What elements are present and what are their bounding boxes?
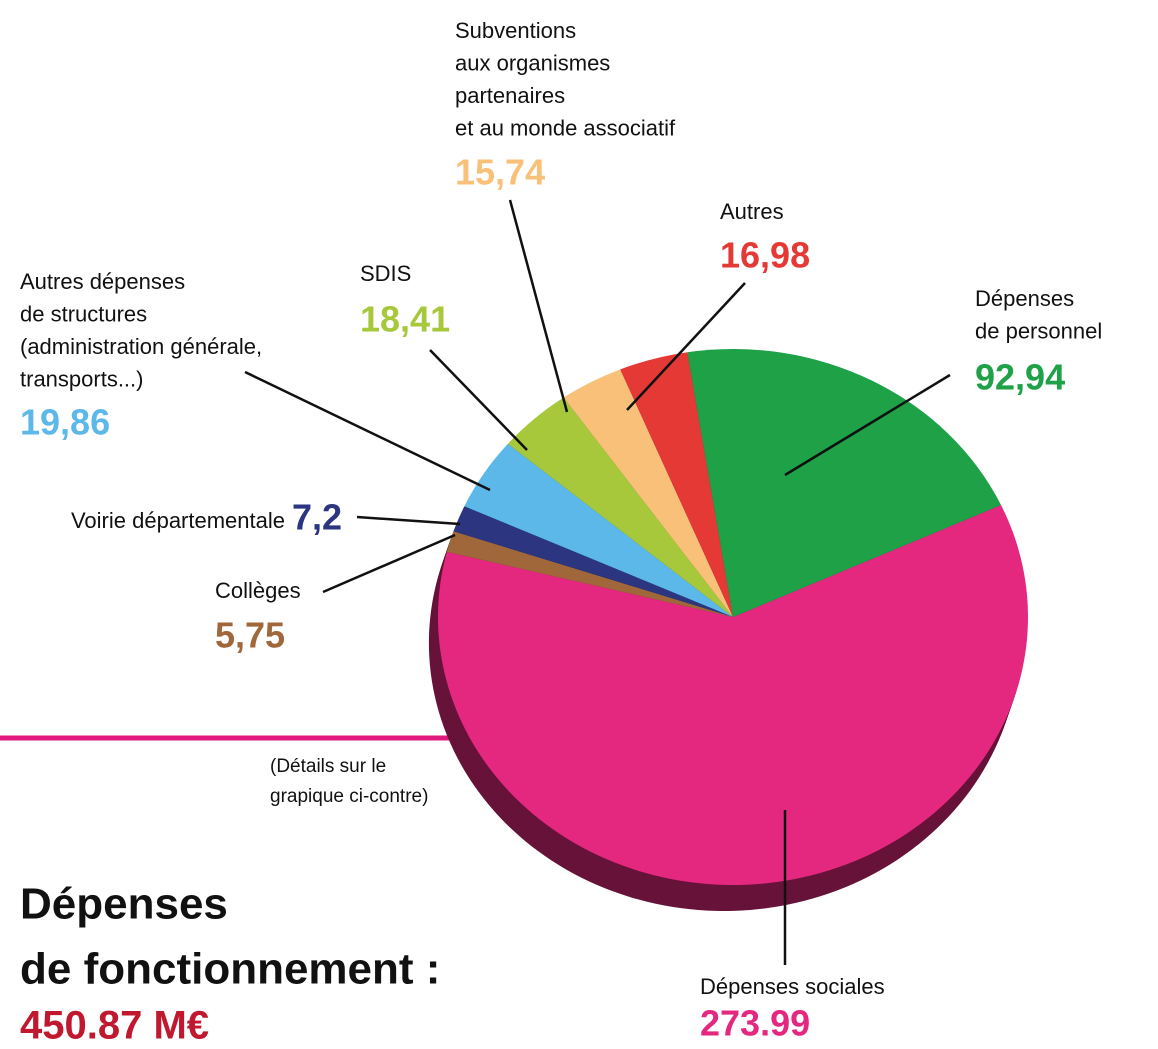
slice [507, 397, 733, 617]
leader-line [356, 515, 461, 526]
value-label: 92,94 [975, 357, 1065, 398]
value-label: 7,2 [292, 497, 342, 538]
value-label: 18,41 [360, 299, 450, 340]
slice-label: Autres dépenses [20, 269, 185, 294]
slice-label: Voirie départementale [71, 508, 285, 533]
value-label: 5,75 [215, 615, 285, 656]
leader-line [429, 349, 528, 451]
slice [453, 506, 733, 617]
slice-label: de structures [20, 301, 147, 326]
slice-label: SDIS [360, 261, 411, 286]
slice-label: transports...) [20, 366, 143, 391]
value-label: 16,98 [720, 235, 810, 276]
slice-label: Subventions [455, 18, 576, 43]
slice [687, 349, 1002, 617]
leader-line [244, 370, 491, 492]
chart-title: de fonctionnement : [20, 945, 440, 994]
leader-line [322, 533, 456, 594]
slice-label: Autres [720, 199, 784, 224]
slice-label: et au monde associatif [455, 115, 676, 140]
slice [563, 369, 733, 617]
slice-label: (administration générale, [20, 334, 262, 359]
leader-line [508, 199, 569, 413]
slice-label: Collèges [215, 578, 301, 603]
chart-title: Dépenses [20, 880, 228, 929]
slice-label: Dépenses sociales [700, 974, 885, 999]
slice [438, 505, 1028, 885]
note: grapique ci-contre) [270, 786, 428, 807]
value-label: 15,74 [455, 152, 545, 193]
slice [620, 352, 733, 617]
leader-line [626, 282, 746, 411]
slice-label: partenaires [455, 83, 565, 108]
slice-label: aux organismes [455, 50, 610, 75]
value-label: 273.99 [700, 1003, 810, 1044]
note: (Détails sur le [270, 756, 386, 777]
slice [446, 531, 733, 617]
slice-label: de personnel [975, 318, 1102, 343]
leader-line [784, 373, 951, 477]
total: 450.87 M€ [20, 1004, 209, 1048]
value-label: 19,86 [20, 402, 110, 443]
slice [464, 443, 733, 617]
slice-label: Dépenses [975, 286, 1074, 311]
